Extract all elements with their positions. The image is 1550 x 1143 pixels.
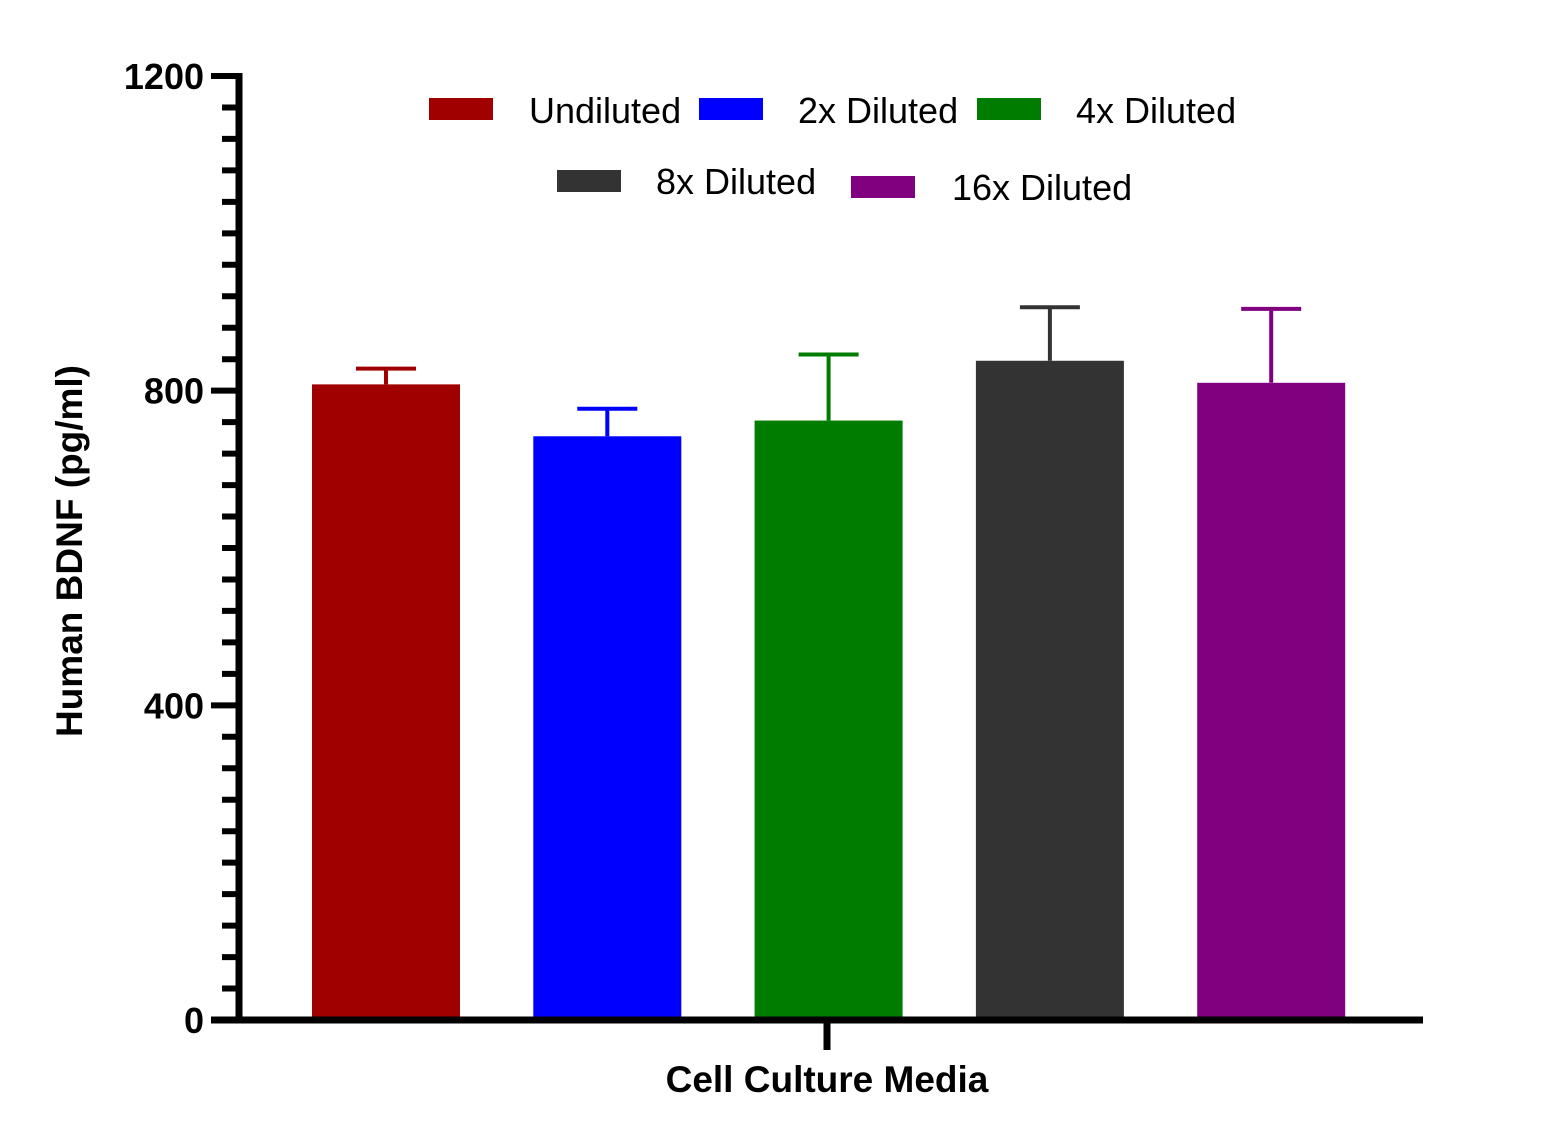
legend-label-5: 16x Diluted xyxy=(952,167,1132,208)
legend-swatch-3 xyxy=(977,98,1041,120)
legend: Undiluted 2x Diluted 4x Diluted 8x Diluted 1… xyxy=(429,90,1236,208)
legend-swatch-2 xyxy=(699,98,763,120)
bars xyxy=(312,360,1346,1021)
y-axis-title: Human BDNF (pg/ml) xyxy=(49,365,90,737)
legend-swatch-1 xyxy=(429,98,493,120)
y-tick-label: 0 xyxy=(184,1000,204,1041)
legend-swatch-4 xyxy=(557,170,621,192)
legend-label-4: 8x Diluted xyxy=(656,161,816,202)
legend-swatch-5 xyxy=(851,176,915,198)
legend-label-2: 2x Diluted xyxy=(798,90,958,131)
y-tick-label: 400 xyxy=(144,685,204,726)
axes: 0 400 800 1200 xyxy=(124,56,1423,1050)
bar-5 xyxy=(1197,382,1346,1020)
bar-4 xyxy=(975,360,1124,1021)
y-tick-label: 1200 xyxy=(124,56,204,97)
bar-1 xyxy=(312,384,460,1021)
x-axis-title: Cell Culture Media xyxy=(666,1059,989,1100)
error-bars xyxy=(356,305,1302,437)
y-tick-label: 800 xyxy=(144,371,204,412)
legend-label-1: Undiluted xyxy=(529,90,681,131)
bar-3 xyxy=(754,420,903,1020)
bar-2 xyxy=(533,436,682,1020)
legend-label-3: 4x Diluted xyxy=(1076,90,1236,131)
